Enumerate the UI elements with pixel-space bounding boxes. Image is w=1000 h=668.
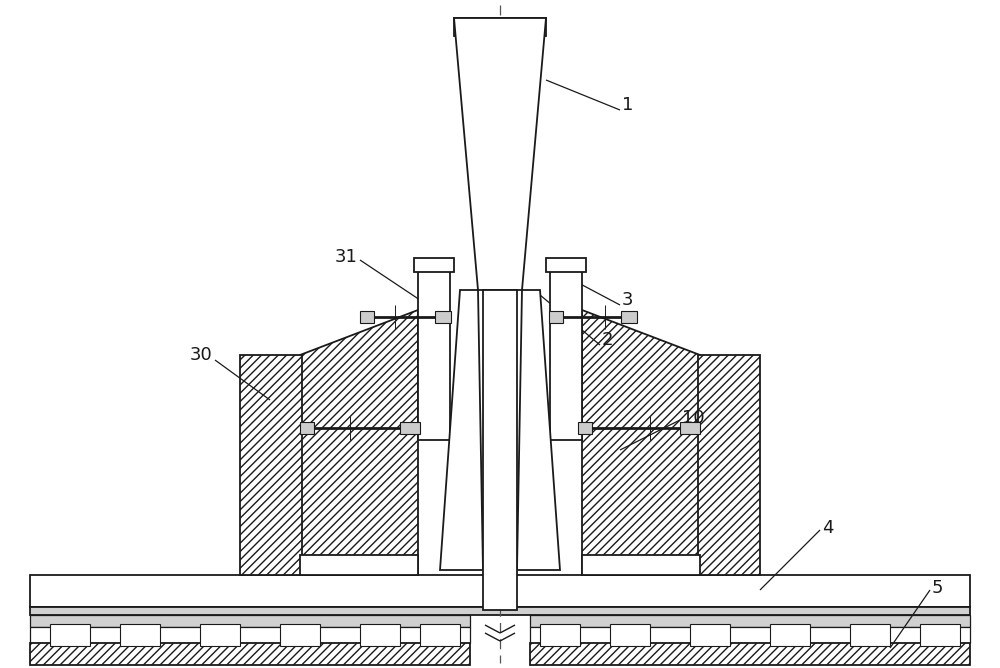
Bar [920, 624, 960, 646]
Polygon shape [454, 18, 546, 290]
Bar [578, 422, 592, 434]
Bar [30, 627, 470, 643]
Bar [770, 624, 810, 646]
Bar [850, 624, 890, 646]
Bar [200, 624, 240, 646]
Bar [483, 290, 517, 610]
Text: 10: 10 [682, 409, 705, 427]
Bar [30, 615, 470, 627]
Polygon shape [517, 290, 560, 570]
Bar [280, 624, 320, 646]
Bar [360, 311, 374, 323]
Text: 3: 3 [622, 291, 634, 309]
Bar [30, 607, 970, 615]
Text: 4: 4 [822, 519, 834, 537]
Bar [550, 270, 582, 440]
Polygon shape [440, 290, 483, 570]
Bar [30, 643, 470, 665]
Bar [435, 311, 451, 323]
Bar [50, 624, 90, 646]
Text: 1: 1 [622, 96, 633, 114]
Polygon shape [582, 310, 700, 575]
Bar [582, 555, 700, 575]
Bar [400, 422, 420, 434]
Bar [300, 555, 418, 575]
Bar [690, 624, 730, 646]
Bar [546, 258, 586, 272]
Text: 2: 2 [602, 331, 614, 349]
Text: 30: 30 [190, 346, 213, 364]
Bar [530, 627, 970, 643]
Bar [120, 624, 160, 646]
Polygon shape [300, 310, 418, 575]
Text: 5: 5 [932, 579, 944, 597]
Bar [414, 258, 454, 272]
Bar [680, 422, 700, 434]
Bar [610, 624, 650, 646]
Bar [530, 643, 970, 665]
Bar [549, 311, 563, 323]
Bar [300, 422, 314, 434]
Bar [621, 311, 637, 323]
Text: 31: 31 [335, 248, 358, 266]
Bar [698, 355, 760, 575]
Bar [420, 624, 460, 646]
Bar [540, 624, 580, 646]
Bar [418, 270, 450, 440]
Bar [530, 615, 970, 627]
Bar [454, 18, 546, 36]
Bar [360, 624, 400, 646]
Bar [240, 355, 302, 575]
Bar [30, 575, 970, 607]
